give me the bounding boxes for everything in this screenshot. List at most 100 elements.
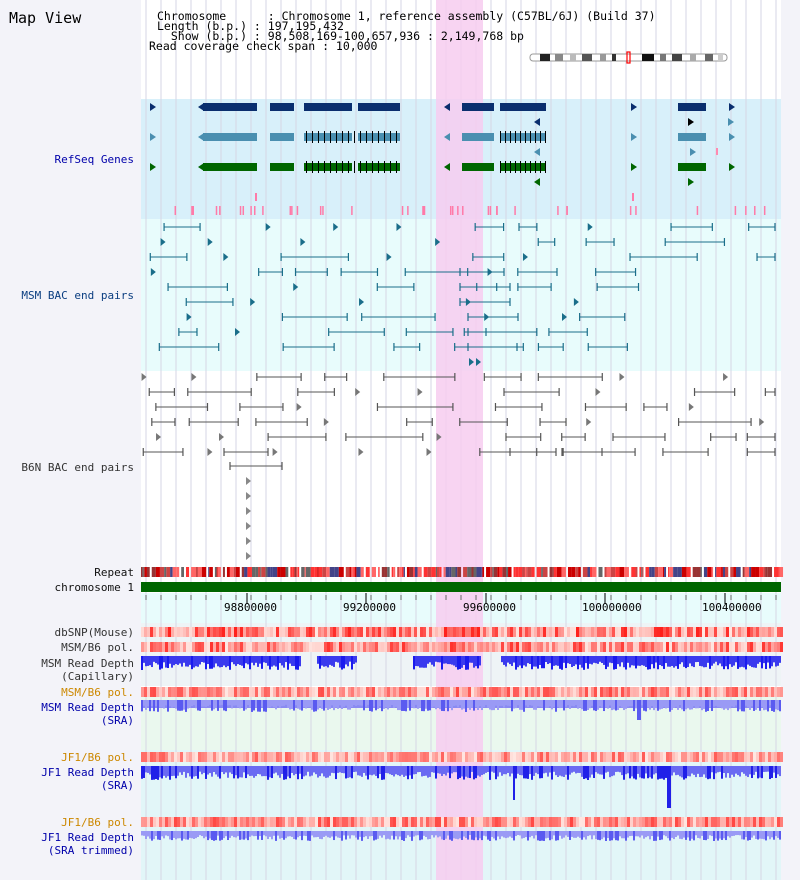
repeat-block <box>630 567 632 577</box>
refseq-tick <box>635 206 637 215</box>
polymorphism-cell <box>693 817 696 827</box>
depth-bar <box>225 656 227 668</box>
polymorphism-cell <box>417 752 420 762</box>
strand-arrow <box>631 133 637 141</box>
depth-bar <box>735 831 737 836</box>
depth-bar <box>379 831 381 836</box>
polymorphism-cell <box>417 627 420 637</box>
depth-bar <box>479 656 481 666</box>
depth-bar <box>235 766 237 776</box>
depth-bar <box>331 656 333 666</box>
depth-bar <box>537 831 539 841</box>
depth-bar <box>229 831 231 838</box>
depth-bar <box>589 656 591 664</box>
polymorphism-cell <box>216 752 219 762</box>
polymorphism-cell <box>306 627 309 637</box>
polymorphism-cell <box>510 687 513 697</box>
polymorphism-cell <box>312 687 315 697</box>
polymorphism-cell <box>237 687 240 697</box>
depth-bar <box>691 766 693 774</box>
depth-bar <box>143 766 145 779</box>
polymorphism-cell <box>657 687 660 697</box>
depth-bar <box>725 831 727 841</box>
polymorphism-cell <box>513 817 516 827</box>
depth-bar <box>153 656 155 662</box>
polymorphism-cell <box>615 817 618 827</box>
polymorphism-cell <box>666 642 669 652</box>
polymorphism-cell <box>558 817 561 827</box>
depth-bar <box>517 656 519 668</box>
polymorphism-cell <box>561 817 564 827</box>
depth-bar <box>199 766 201 772</box>
depth-bar <box>635 656 637 669</box>
depth-bar <box>157 700 159 712</box>
depth-bar <box>763 831 765 840</box>
depth-bar <box>261 700 263 707</box>
depth-bar <box>585 700 587 711</box>
polymorphism-cell <box>450 817 453 827</box>
exon-tick <box>535 131 536 143</box>
repeat-block <box>765 567 768 577</box>
polymorphism-cell <box>552 642 555 652</box>
polymorphism-cell <box>165 752 168 762</box>
track-label-b6n-bac[interactable]: B6N BAC end pairs <box>21 461 134 474</box>
repeat-block <box>436 567 440 577</box>
polymorphism-cell <box>420 627 423 637</box>
track-label-refseq-genes[interactable]: RefSeq Genes <box>54 153 134 166</box>
depth-bar <box>633 656 635 666</box>
depth-bar <box>513 700 515 709</box>
polymorphism-cell <box>288 687 291 697</box>
depth-bar <box>163 656 165 663</box>
depth-bar <box>451 700 453 711</box>
polymorphism-cell <box>450 752 453 762</box>
polymorphism-cell <box>204 642 207 652</box>
depth-bar <box>581 700 583 710</box>
strand-arrow <box>729 163 735 171</box>
polymorphism-cell <box>780 687 783 697</box>
polymorphism-cell <box>708 817 711 827</box>
polymorphism-cell <box>375 627 378 637</box>
repeat-block <box>431 567 436 577</box>
polymorphism-cell <box>780 752 783 762</box>
depth-bar <box>593 831 595 836</box>
polymorphism-cell <box>369 627 372 637</box>
repeat-block <box>736 567 741 577</box>
polymorphism-cell <box>771 627 774 637</box>
repeat-block <box>686 567 691 577</box>
polymorphism-cell <box>702 752 705 762</box>
polymorphism-cell <box>426 817 429 827</box>
exon-tick <box>360 131 361 143</box>
depth-bar <box>689 766 691 777</box>
depth-bar <box>247 700 249 705</box>
depth-bar <box>355 766 357 772</box>
polymorphism-cell <box>162 627 165 637</box>
polymorphism-cell <box>291 752 294 762</box>
depth-bar <box>501 831 503 837</box>
depth-bar <box>327 831 329 838</box>
polymorphism-cell <box>579 687 582 697</box>
depth-bar <box>267 766 269 780</box>
depth-bar <box>511 831 513 838</box>
polymorphism-cell <box>411 817 414 827</box>
polymorphism-cell <box>168 687 171 697</box>
depth-bar <box>347 656 349 667</box>
polymorphism-cell <box>621 642 624 652</box>
polymorphism-cell <box>585 752 588 762</box>
polymorphism-cell <box>309 817 312 827</box>
track-label-msm-bac[interactable]: MSM BAC end pairs <box>21 289 134 302</box>
polymorphism-cell <box>270 687 273 697</box>
depth-bar <box>197 766 199 779</box>
chromosome-ideogram[interactable] <box>530 51 727 62</box>
depth-bar <box>441 831 443 840</box>
depth-bar <box>499 700 501 706</box>
depth-bar <box>759 656 761 663</box>
polymorphism-cell <box>774 817 777 827</box>
polymorphism-cell <box>519 627 522 637</box>
polymorphism-cell <box>288 642 291 652</box>
depth-bar <box>365 700 367 707</box>
depth-bar <box>779 766 781 777</box>
depth-bar <box>633 700 635 712</box>
repeat-block <box>515 567 519 577</box>
polymorphism-cell <box>651 642 654 652</box>
